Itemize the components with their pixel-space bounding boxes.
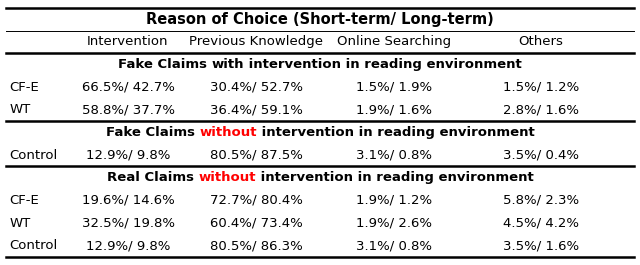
Text: intervention in reading environment: intervention in reading environment: [257, 126, 534, 139]
Text: 12.9%/ 9.8%: 12.9%/ 9.8%: [86, 239, 170, 252]
Text: Previous Knowledge: Previous Knowledge: [189, 36, 323, 48]
Text: 1.9%/ 1.6%: 1.9%/ 1.6%: [356, 103, 431, 116]
Text: 3.1%/ 0.8%: 3.1%/ 0.8%: [356, 239, 431, 252]
Text: Intervention: Intervention: [87, 36, 169, 48]
Text: WT: WT: [10, 217, 31, 229]
Text: 72.7%/ 80.4%: 72.7%/ 80.4%: [209, 194, 303, 207]
Text: 4.5%/ 4.2%: 4.5%/ 4.2%: [503, 217, 579, 229]
Text: without: without: [199, 126, 257, 139]
Text: 80.5%/ 86.3%: 80.5%/ 86.3%: [210, 239, 302, 252]
Text: with: with: [212, 58, 244, 71]
Text: 19.6%/ 14.6%: 19.6%/ 14.6%: [82, 194, 174, 207]
Text: Reason of Choice (Short-term/ Long-term): Reason of Choice (Short-term/ Long-term): [146, 12, 494, 27]
Text: 1.9%/ 1.2%: 1.9%/ 1.2%: [356, 194, 431, 207]
Text: intervention in reading environment: intervention in reading environment: [256, 171, 533, 184]
Text: 3.1%/ 0.8%: 3.1%/ 0.8%: [356, 149, 431, 162]
Text: 2.8%/ 1.6%: 2.8%/ 1.6%: [503, 103, 579, 116]
Text: WT: WT: [10, 103, 31, 116]
Text: Fake Claims: Fake Claims: [118, 58, 212, 71]
Text: Real Claims: Real Claims: [107, 171, 198, 184]
Text: 66.5%/ 42.7%: 66.5%/ 42.7%: [81, 81, 175, 94]
Text: 32.5%/ 19.8%: 32.5%/ 19.8%: [81, 217, 175, 229]
Text: 80.5%/ 87.5%: 80.5%/ 87.5%: [209, 149, 303, 162]
Text: 1.5%/ 1.9%: 1.5%/ 1.9%: [356, 81, 431, 94]
Text: 58.8%/ 37.7%: 58.8%/ 37.7%: [81, 103, 175, 116]
Text: 3.5%/ 1.6%: 3.5%/ 1.6%: [503, 239, 579, 252]
Text: Control: Control: [10, 239, 58, 252]
Text: 1.5%/ 1.2%: 1.5%/ 1.2%: [502, 81, 579, 94]
Text: 5.8%/ 2.3%: 5.8%/ 2.3%: [503, 194, 579, 207]
Text: 3.5%/ 0.4%: 3.5%/ 0.4%: [503, 149, 579, 162]
Text: Others: Others: [518, 36, 563, 48]
Text: without: without: [198, 171, 256, 184]
Text: intervention in reading environment: intervention in reading environment: [244, 58, 522, 71]
Text: 60.4%/ 73.4%: 60.4%/ 73.4%: [210, 217, 302, 229]
Text: CF-E: CF-E: [10, 194, 39, 207]
Text: Online Searching: Online Searching: [337, 36, 451, 48]
Text: Control: Control: [10, 149, 58, 162]
Text: 1.9%/ 2.6%: 1.9%/ 2.6%: [356, 217, 431, 229]
Text: 36.4%/ 59.1%: 36.4%/ 59.1%: [209, 103, 303, 116]
Text: 30.4%/ 52.7%: 30.4%/ 52.7%: [209, 81, 303, 94]
Text: Fake Claims: Fake Claims: [106, 126, 199, 139]
Text: 12.9%/ 9.8%: 12.9%/ 9.8%: [86, 149, 170, 162]
Text: CF-E: CF-E: [10, 81, 39, 94]
